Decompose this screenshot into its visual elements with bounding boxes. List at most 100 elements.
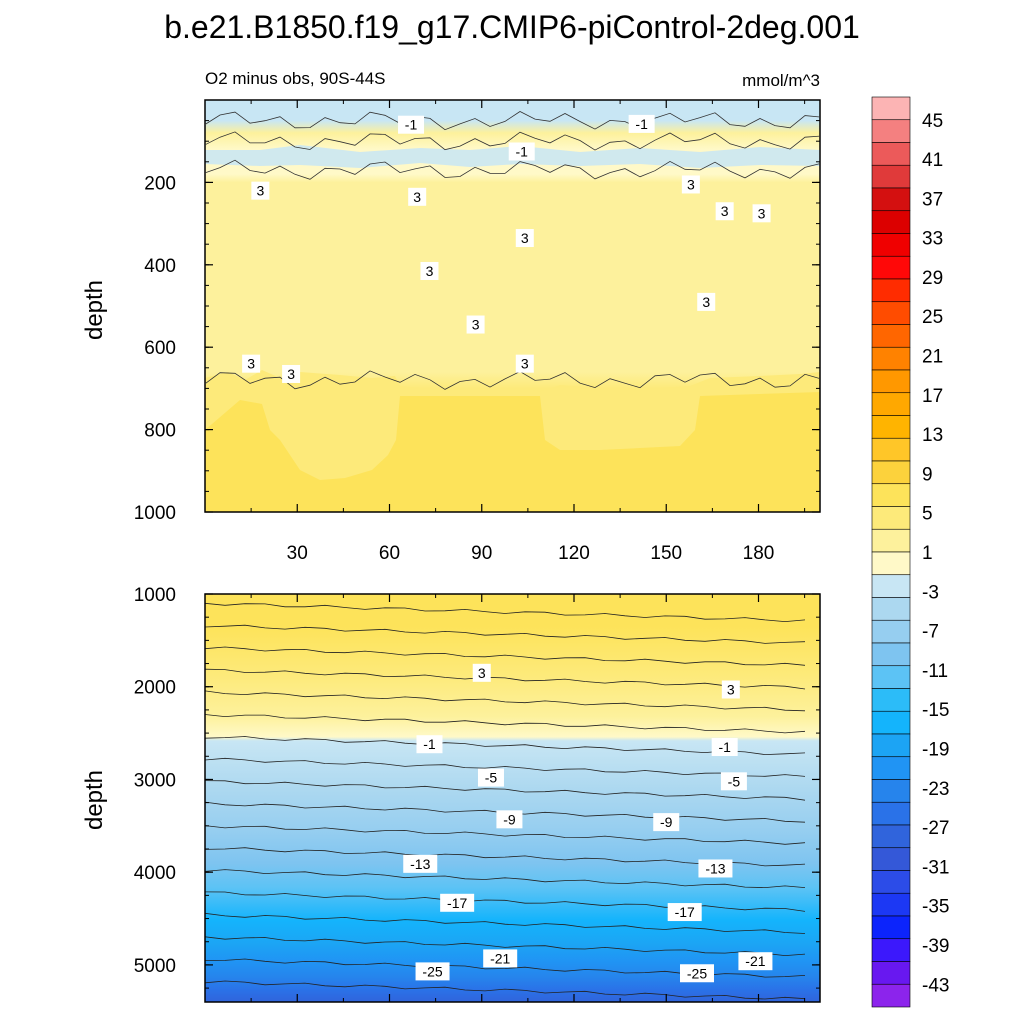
colorbar-swatch (871, 688, 911, 712)
contour-label-bg (698, 859, 733, 878)
lower-contour-line (205, 936, 806, 957)
contour-label: -9 (660, 814, 673, 830)
contour-label-bg (697, 292, 716, 311)
lower-contour-line (205, 602, 806, 623)
colorbar-swatch (871, 915, 911, 940)
lower-contour-line (205, 825, 806, 845)
colorbar-swatch (871, 301, 911, 325)
contour-label: 3 (472, 317, 480, 333)
y-tick-label: 5000 (134, 956, 176, 977)
upper-contour-line (204, 131, 821, 151)
colorbar-label: -35 (922, 897, 949, 918)
contour-label-bg (681, 175, 700, 194)
colorbar-label: -27 (922, 818, 949, 839)
contour-label: -25 (422, 963, 442, 979)
lower-contour-lines (205, 602, 806, 1000)
x-tick-label: 60 (379, 543, 400, 564)
contour-label: -17 (447, 895, 467, 911)
colorbar-label: 13 (922, 425, 943, 446)
upper-subtitle: O2 minus obs, 90S-44S (205, 69, 385, 88)
y-tick-label: 200 (144, 173, 176, 194)
colorbar-label: 29 (922, 268, 943, 289)
colorbar-swatch (871, 392, 911, 416)
colorbar-swatch (871, 824, 911, 849)
x-tick-label: 90 (471, 543, 492, 564)
colorbar-swatch (871, 119, 911, 143)
colorbar-label: 9 (922, 464, 933, 485)
lower-contour-line (205, 757, 806, 777)
colorbar-swatch (871, 597, 911, 621)
y-tick-label: 400 (144, 256, 176, 277)
contour-label: -1 (635, 116, 648, 132)
colorbar-swatch (871, 96, 911, 121)
colorbar-label: 25 (922, 307, 943, 328)
lower-contour-line (205, 646, 806, 666)
colorbar-swatch (871, 324, 911, 348)
contour-label: 3 (687, 176, 695, 192)
colorbar-swatch (871, 733, 911, 758)
y-tick-label: 1000 (134, 585, 176, 606)
contour-label-bg (483, 949, 518, 968)
contour-label: -5 (485, 770, 498, 786)
contour-label: -1 (405, 117, 418, 133)
colorbar-swatch (871, 255, 911, 280)
colorbar-swatch (871, 415, 911, 439)
colorbar-swatch (871, 574, 911, 598)
contour-label: 3 (727, 682, 735, 698)
colorbar-swatch (871, 801, 911, 826)
colorbar-label: -3 (922, 582, 939, 603)
lower-contour-line (205, 891, 806, 912)
x-tick-label: 30 (287, 543, 308, 564)
y-tick-label: 600 (144, 338, 176, 359)
colorbar-swatch (871, 346, 911, 371)
colorbar-swatch (871, 187, 911, 212)
lower-contour-line (205, 690, 806, 712)
contour-label-bg (496, 810, 523, 829)
lower-axes: 1000 2000 3000 4000 5000 (134, 585, 820, 1002)
contour-label-bg (515, 354, 534, 373)
figure-title: b.e21.B1850.f19_g17.CMIP6-piControl-2deg… (164, 9, 860, 45)
contour-label-bg (251, 181, 270, 200)
lower-frame (204, 593, 821, 1003)
contour-label-bg (720, 772, 747, 791)
upper-ylabel: depth (81, 280, 108, 340)
contour-label: 3 (478, 665, 486, 681)
lower-contour-line (205, 780, 806, 801)
contour-label-bg (680, 964, 714, 983)
contour-label-bg (711, 738, 738, 756)
lower-panel: 1000 2000 3000 4000 5000 3 3 -1 -1 -5 -5 -9 -9 -13 -1… (81, 585, 821, 1003)
contour-label: -1 (718, 739, 731, 755)
contour-label: -13 (410, 856, 430, 872)
colorbar-swatch (871, 983, 911, 1008)
colorbar-label: 21 (922, 347, 943, 368)
lower-contour-labels: 3 3 -1 -1 -5 -5 -9 -9 -13 -13 -17 -17 -21 -21 -25 -25 (403, 663, 773, 983)
contour-label-bg (242, 354, 261, 373)
contour-label-bg (508, 142, 535, 161)
contour-label: -13 (705, 860, 725, 876)
colorbar-label: 33 (922, 229, 943, 250)
contour-label: 3 (256, 183, 264, 199)
upper-contour-line (204, 111, 821, 131)
upper-contour-labels: -1 -1 -1 3 3 3 3 3 3 3 3 3 3 3 3 (242, 114, 771, 383)
contour-label: 3 (426, 263, 434, 279)
colorbar-swatch (871, 961, 911, 985)
contour-label: 3 (521, 356, 529, 372)
colorbar-label: -15 (922, 700, 949, 721)
colorbar-swatch (871, 665, 911, 689)
contour-label-bg (440, 893, 475, 912)
y-tick-label: 800 (144, 421, 176, 442)
lower-contour-line (205, 912, 806, 934)
colorbar-swatch (871, 847, 911, 871)
contour-label-bg (628, 114, 655, 133)
colorbar-label: -19 (922, 739, 949, 760)
colorbar-swatch (871, 164, 911, 189)
contour-label-bg (472, 663, 491, 682)
contour-label-bg (398, 115, 425, 134)
colorbar: 45 41 37 33 29 25 21 17 13 9 5 1 -3 -7 -11 -15 -19 -23 -27… (871, 96, 949, 1008)
colorbar-label: 1 (922, 543, 933, 564)
contour-label: -5 (728, 773, 741, 789)
contour-label: 3 (521, 230, 529, 246)
colorbar-swatch (871, 142, 911, 166)
colorbar-swatch (871, 619, 911, 644)
contour-label-bg (477, 768, 504, 787)
